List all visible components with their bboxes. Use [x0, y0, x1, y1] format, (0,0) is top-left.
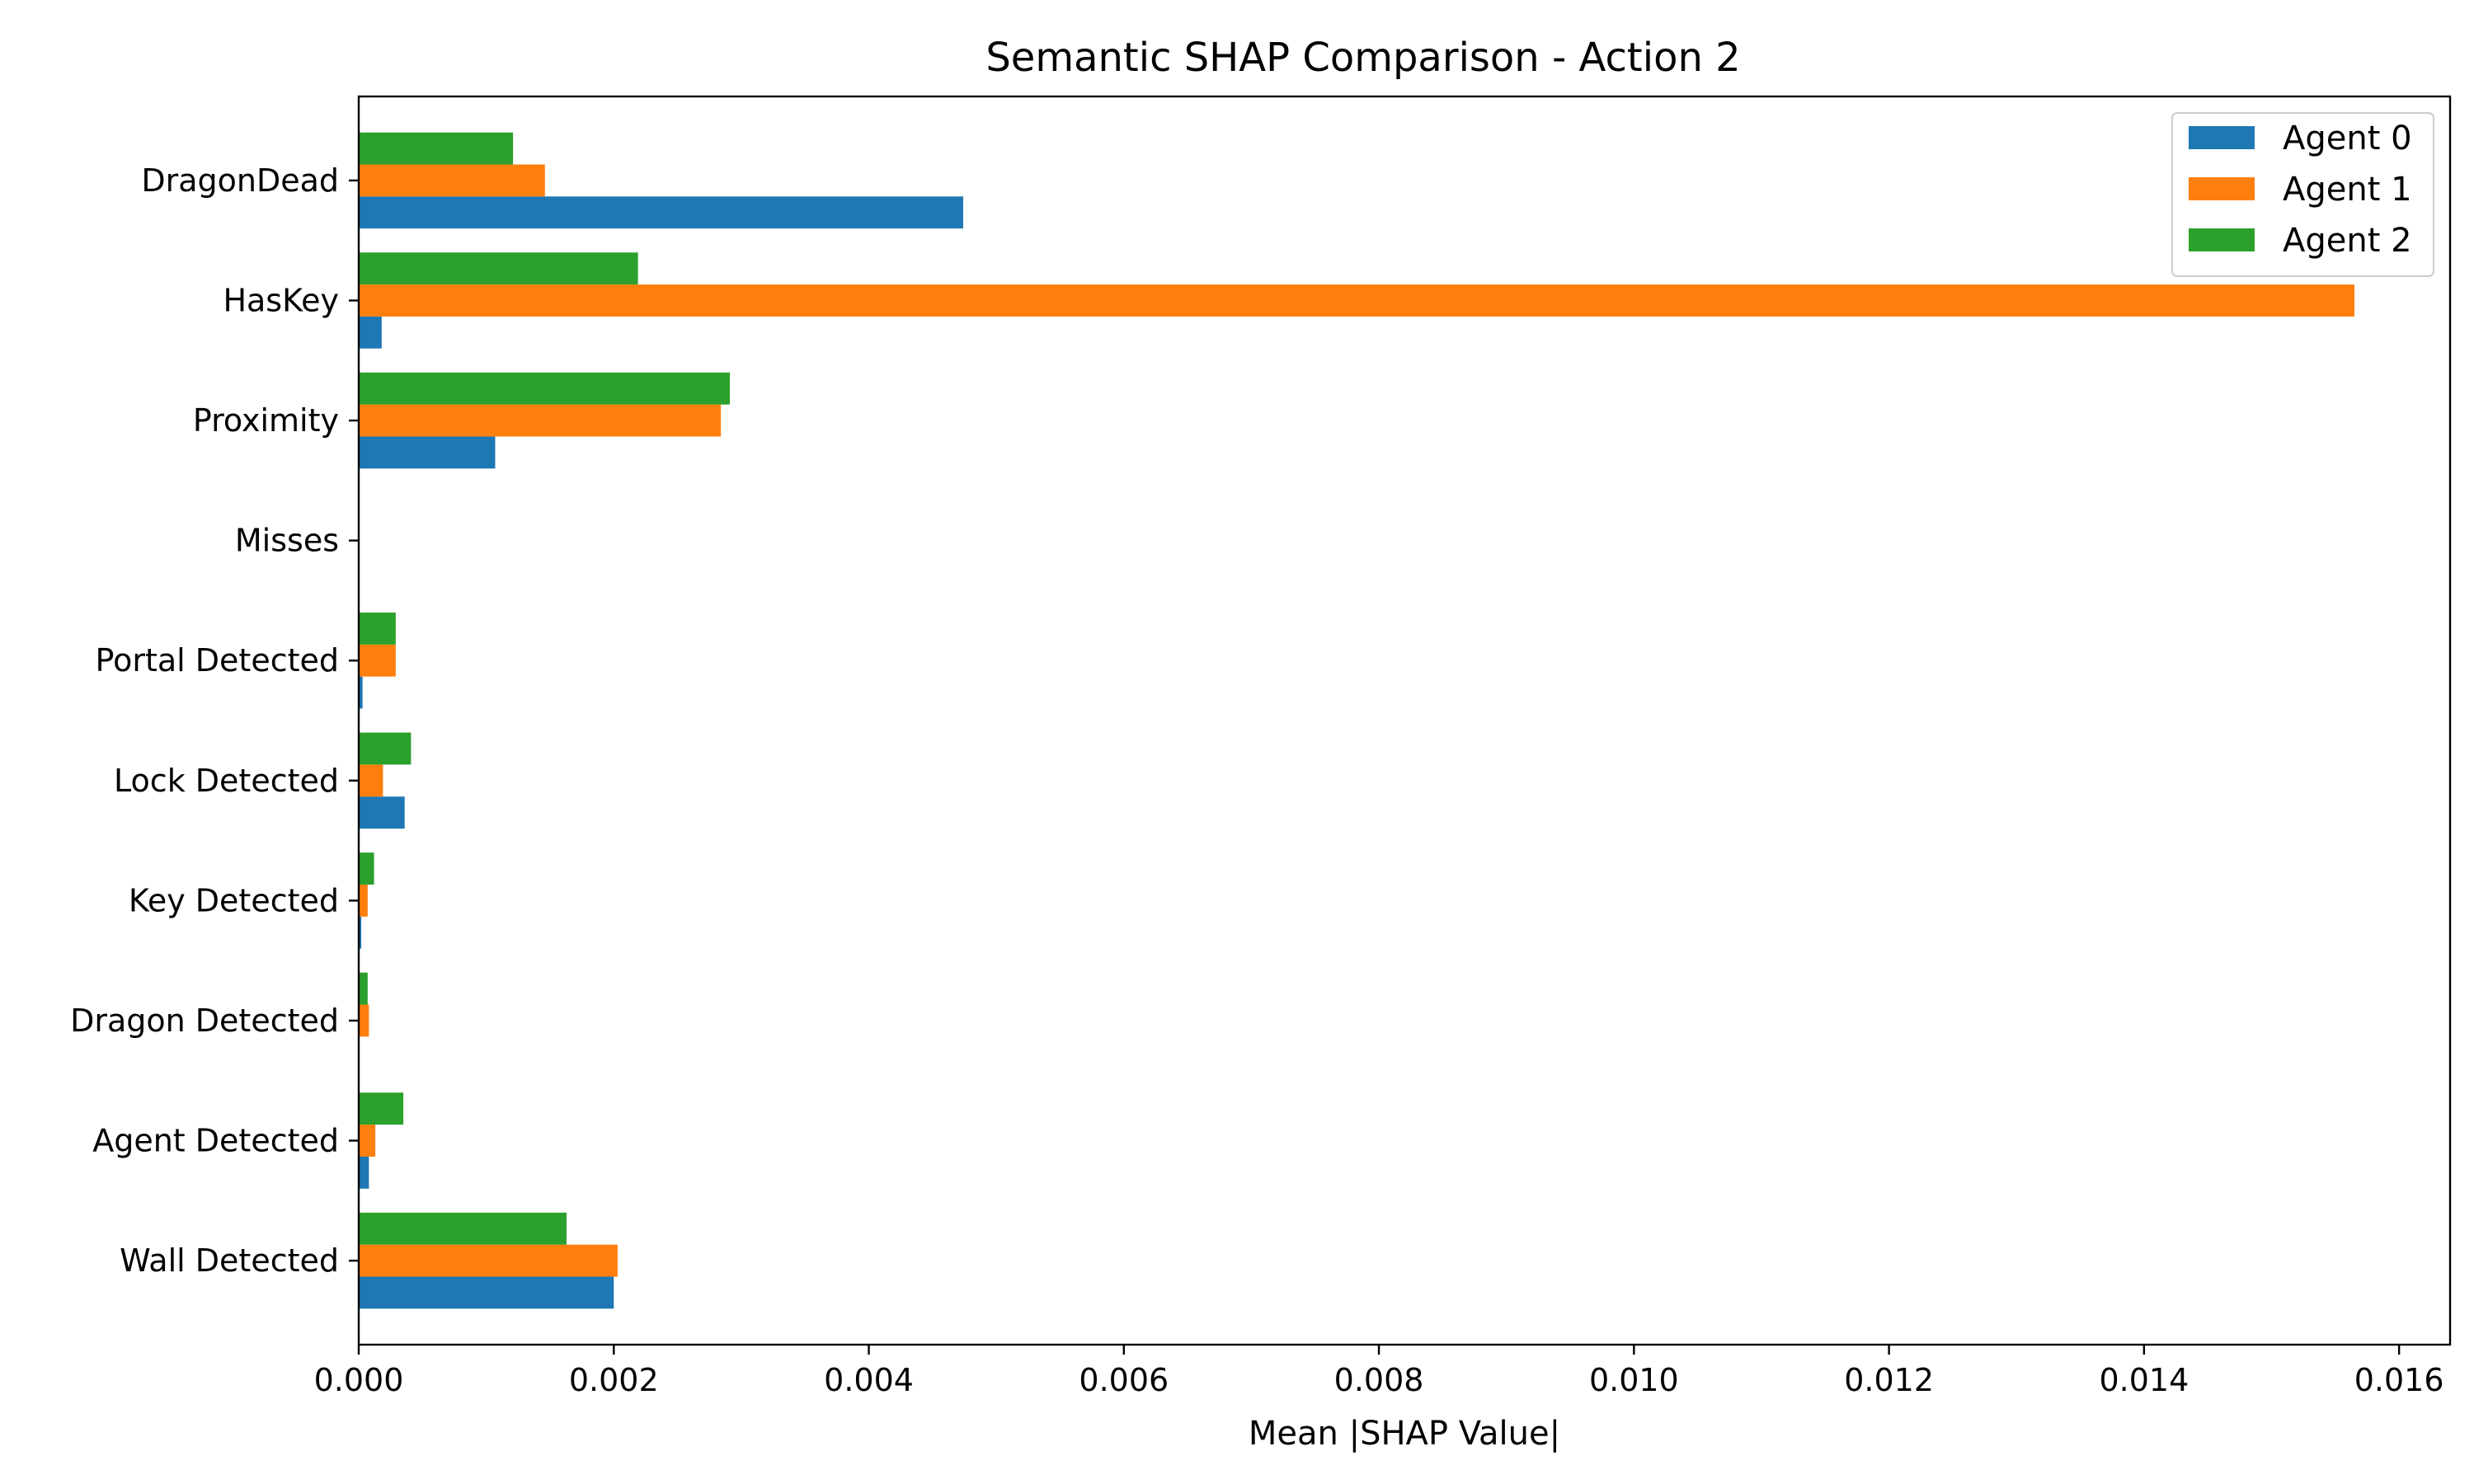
y-tick-label-portal-detected: Portal Detected [96, 642, 339, 679]
bar-agent-0-agent-detected [359, 1156, 369, 1189]
bar-agent-2-haskey [359, 252, 638, 285]
bar-agent-2-wall-detected [359, 1212, 567, 1245]
y-tick-label-agent-detected: Agent Detected [92, 1123, 339, 1159]
y-tick-label-lock-detected: Lock Detected [114, 763, 339, 799]
x-tick-label: 0.002 [569, 1362, 659, 1398]
bar-agent-1-portal-detected [359, 644, 396, 677]
y-tick-label-key-detected: Key Detected [129, 882, 339, 918]
legend: Agent 0 Agent 1 Agent 2 [2171, 112, 2434, 277]
x-tick-label: 0.016 [2354, 1362, 2444, 1398]
y-tick-label-dragon-detected: Dragon Detected [70, 1003, 339, 1039]
bar-agent-1-haskey [359, 284, 2355, 317]
plot-frame [357, 95, 2452, 1346]
bars-group [359, 132, 2355, 1309]
bar-agent-1-dragondead [359, 164, 545, 197]
chart-title: Semantic SHAP Comparison - Action 2 [985, 35, 1740, 81]
bar-agent-0-key-detected [359, 916, 362, 949]
bar-agent-1-proximity [359, 404, 722, 437]
x-axis-label: Mean |SHAP Value| [1249, 1415, 1560, 1453]
bar-agent-0-wall-detected [359, 1276, 614, 1309]
bar-agent-0-proximity [359, 436, 496, 469]
bar-agent-2-portal-detected [359, 612, 396, 645]
bar-agent-0-haskey [359, 316, 382, 349]
x-tick-label: 0.010 [1589, 1362, 1679, 1398]
x-axis: 0.000 0.002 0.004 0.006 0.008 0.010 0.012 0.014… [314, 1345, 2444, 1398]
y-tick-label-misses: Misses [235, 523, 339, 559]
x-tick-label: 0.006 [1079, 1362, 1169, 1398]
legend-label-agent-1: Agent 1 [2283, 171, 2412, 209]
legend-swatch-agent-2 [2189, 228, 2255, 251]
bar-agent-2-dragondead [359, 132, 514, 165]
x-tick-label: 0.008 [1334, 1362, 1424, 1398]
bar-agent-1-lock-detected [359, 764, 383, 797]
bar-agent-2-proximity [359, 372, 730, 405]
legend-swatch-agent-1 [2189, 177, 2255, 200]
bar-agent-0-dragondead [359, 196, 963, 229]
bar-agent-1-key-detected [359, 884, 368, 917]
bar-agent-2-key-detected [359, 852, 374, 885]
legend-swatch-agent-0 [2189, 126, 2255, 149]
bar-agent-0-lock-detected [359, 796, 405, 829]
bar-agent-0-portal-detected [359, 676, 363, 709]
y-tick-label-proximity: Proximity [193, 402, 339, 439]
y-tick-label-wall-detected: Wall Detected [120, 1242, 339, 1279]
y-axis: DragonDead HasKey Proximity Misses Portal De… [70, 162, 359, 1279]
y-tick-label-dragondead: DragonDead [141, 162, 339, 199]
y-tick-label-haskey: HasKey [223, 282, 339, 318]
bar-agent-1-dragon-detected [359, 1004, 369, 1037]
bar-agent-1-agent-detected [359, 1125, 376, 1157]
bar-agent-2-lock-detected [359, 732, 412, 765]
bar-agent-1-wall-detected [359, 1244, 618, 1277]
x-tick-label: 0.012 [1844, 1362, 1934, 1398]
x-tick-label: 0.014 [2099, 1362, 2189, 1398]
legend-label-agent-0: Agent 0 [2283, 120, 2412, 157]
x-tick-label: 0.000 [314, 1362, 404, 1398]
x-tick-label: 0.004 [824, 1362, 914, 1398]
bar-agent-2-dragon-detected [359, 972, 368, 1005]
legend-label-agent-2: Agent 2 [2283, 222, 2412, 260]
bar-agent-2-agent-detected [359, 1092, 404, 1125]
